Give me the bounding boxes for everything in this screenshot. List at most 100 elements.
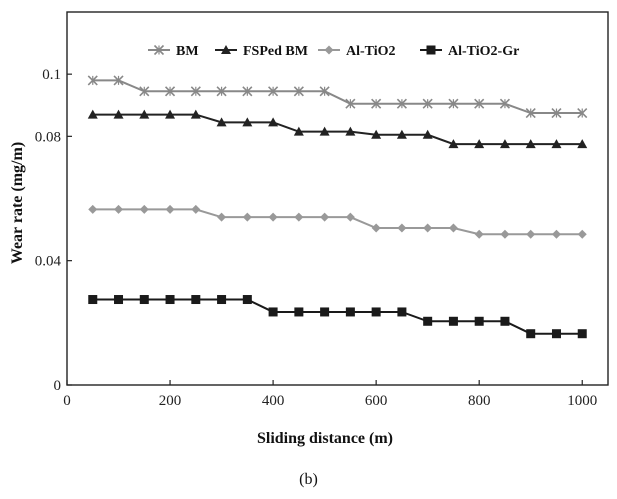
legend-marker	[426, 45, 436, 55]
data-point	[551, 229, 561, 239]
data-point	[165, 295, 175, 305]
data-point	[139, 109, 150, 119]
x-tick-label: 800	[468, 393, 491, 409]
data-point	[139, 204, 149, 214]
data-point	[217, 295, 227, 305]
data-point	[577, 229, 587, 239]
data-point	[397, 223, 407, 233]
data-point	[371, 129, 382, 139]
x-axis-title: Sliding distance (m)	[257, 430, 393, 447]
data-point	[371, 307, 381, 317]
data-point	[371, 98, 382, 109]
legend-label: FSPed BM	[243, 44, 308, 59]
data-point	[422, 129, 433, 139]
data-point	[500, 316, 510, 326]
data-point	[474, 229, 484, 239]
data-point	[114, 295, 124, 305]
data-point	[216, 117, 227, 127]
data-point	[165, 204, 175, 214]
data-point	[448, 139, 459, 149]
series-line	[92, 79, 583, 115]
data-point	[577, 139, 588, 149]
series-bm	[87, 75, 588, 119]
data-point	[217, 212, 227, 222]
data-point	[422, 98, 433, 109]
data-point	[242, 295, 252, 305]
data-point	[345, 212, 355, 222]
data-point	[191, 295, 201, 305]
data-point	[396, 129, 407, 139]
data-point	[268, 117, 279, 127]
y-tick-label: 0.1	[42, 67, 61, 83]
data-point	[423, 316, 433, 326]
data-point	[165, 109, 176, 119]
x-tick-label: 0	[63, 393, 71, 409]
legend-label: BM	[176, 44, 199, 59]
y-tick-label: 0	[54, 378, 62, 394]
wear-rate-chart: 0 200 400 600 800 1000 0 0.04 0.08 0.1 BM FSPed BM…	[9, 11, 609, 447]
data-point	[268, 307, 278, 317]
data-point	[87, 109, 98, 119]
series-al-tio2	[88, 204, 587, 239]
data-point	[448, 316, 458, 326]
data-point	[268, 212, 278, 222]
data-point	[525, 107, 536, 119]
legend-entry: Al-TiO2	[318, 44, 396, 59]
series-line	[92, 113, 583, 146]
data-point	[216, 86, 227, 97]
series-layer	[87, 75, 588, 339]
data-point	[242, 117, 253, 127]
x-tick-label: 200	[159, 393, 182, 409]
series-fsped-bm	[87, 109, 588, 149]
data-point	[139, 295, 149, 305]
data-point	[113, 75, 124, 86]
data-point	[525, 139, 536, 149]
data-point	[500, 229, 510, 239]
data-point	[526, 329, 536, 339]
data-point	[320, 212, 330, 222]
x-tick-label: 600	[365, 393, 388, 409]
data-point	[268, 86, 279, 97]
data-point	[139, 86, 150, 97]
data-point	[526, 229, 536, 239]
legend-label: Al-TiO2-Gr	[448, 44, 519, 59]
data-point	[113, 109, 124, 119]
legend: BM FSPed BM Al-TiO2 Al-TiO2-Gr	[148, 44, 519, 59]
y-tick-label: 0.08	[35, 129, 61, 145]
data-point	[423, 223, 433, 233]
legend-marker	[153, 44, 165, 56]
figure-caption: (b)	[299, 471, 318, 488]
data-point	[448, 98, 459, 109]
y-axis-title: Wear rate (mg/m)	[9, 142, 26, 264]
legend-label: Al-TiO2	[346, 44, 396, 59]
data-point	[88, 204, 98, 214]
data-point	[320, 307, 330, 317]
axis-ticks: 0 200 400 600 800 1000 0 0.04 0.08 0.1	[35, 67, 597, 409]
data-point	[293, 126, 304, 136]
x-tick-label: 1000	[567, 393, 597, 409]
data-point	[190, 86, 201, 97]
data-point	[474, 98, 485, 109]
series-line	[92, 208, 583, 236]
data-point	[448, 223, 458, 233]
legend-entry: Al-TiO2-Gr	[420, 44, 519, 59]
legend-marker	[221, 45, 231, 54]
data-point	[345, 98, 356, 109]
y-tick-label: 0.04	[35, 254, 62, 270]
data-point	[396, 98, 407, 109]
series-al-tio2-gr	[88, 295, 587, 339]
data-point	[242, 212, 252, 222]
data-point	[577, 107, 588, 119]
data-point	[397, 307, 407, 317]
series-line	[92, 298, 583, 335]
data-point	[474, 139, 485, 149]
data-point	[319, 126, 330, 136]
data-point	[345, 126, 356, 136]
data-point	[294, 307, 304, 317]
data-point	[164, 86, 176, 97]
legend-entry: FSPed BM	[215, 44, 308, 59]
legend-marker	[324, 45, 334, 55]
legend-entry: BM	[148, 44, 199, 59]
data-point	[293, 86, 304, 97]
data-point	[294, 212, 304, 222]
